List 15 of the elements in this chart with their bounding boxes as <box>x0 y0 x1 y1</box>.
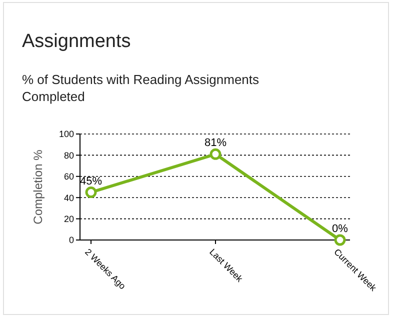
data-label: 0% <box>332 223 348 235</box>
y-axis-title: Completion % <box>31 149 45 224</box>
point <box>210 148 222 160</box>
point <box>85 186 97 198</box>
data-label: 45% <box>80 175 102 188</box>
y-tick-label: 20 <box>64 214 74 224</box>
y-tick-label: 0 <box>68 235 74 246</box>
y-tick-label: 100 <box>58 129 74 140</box>
chart-title: Assignments <box>22 31 131 52</box>
point <box>334 234 346 246</box>
data-label: 81% <box>204 137 227 150</box>
y-tick-label: 60 <box>64 172 74 182</box>
y-tick-label: 80 <box>64 150 74 160</box>
y-tick-label: 40 <box>64 192 74 203</box>
chart-subtitle: % of Students with Reading Assignments Completed <box>22 72 260 104</box>
